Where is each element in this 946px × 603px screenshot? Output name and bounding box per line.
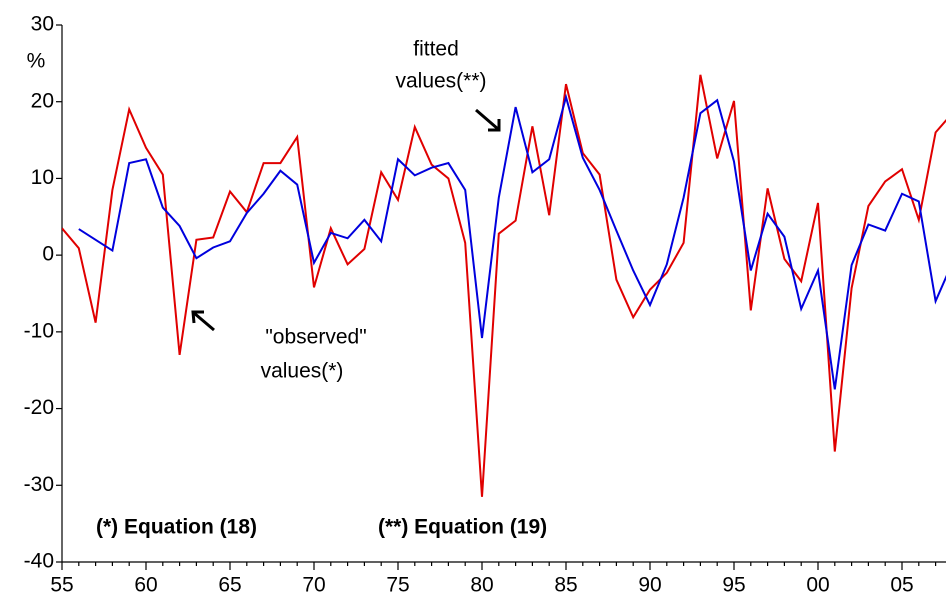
annotation: values(**) bbox=[395, 70, 486, 93]
x-tick-label: 85 bbox=[554, 574, 577, 597]
y-tick-label: -20 bbox=[24, 396, 54, 419]
x-tick-label: 65 bbox=[218, 574, 241, 597]
annotation: (**) Equation (19) bbox=[378, 516, 547, 539]
x-tick-label: 55 bbox=[50, 574, 73, 597]
x-tick-label: 00 bbox=[806, 574, 829, 597]
y-tick-label: 0 bbox=[42, 243, 54, 266]
y-tick-label: 10 bbox=[31, 166, 54, 189]
x-tick-label: 05 bbox=[890, 574, 913, 597]
annotation: fitted bbox=[413, 38, 459, 61]
x-tick-label: 80 bbox=[470, 574, 493, 597]
annotation: values(*) bbox=[261, 360, 344, 383]
y-tick-label: 30 bbox=[31, 13, 54, 36]
y-tick-label: -10 bbox=[24, 319, 54, 342]
plot-area bbox=[62, 74, 946, 497]
y-tick-label: -40 bbox=[24, 550, 54, 573]
annotation: (*) Equation (18) bbox=[96, 516, 257, 539]
x-tick-label: 95 bbox=[722, 574, 745, 597]
x-tick-label: 60 bbox=[134, 574, 157, 597]
x-tick-label: 75 bbox=[386, 574, 409, 597]
arrow bbox=[191, 108, 501, 332]
data-line bbox=[78, 93, 946, 390]
y-tick-label: -30 bbox=[24, 473, 54, 496]
annotation: "observed" bbox=[265, 326, 366, 349]
y-tick-label: 20 bbox=[31, 89, 54, 112]
x-tick-label: 70 bbox=[302, 574, 325, 597]
y-axis-label: % bbox=[27, 50, 46, 73]
x-tick-label: 90 bbox=[638, 574, 661, 597]
data-line bbox=[62, 74, 946, 497]
